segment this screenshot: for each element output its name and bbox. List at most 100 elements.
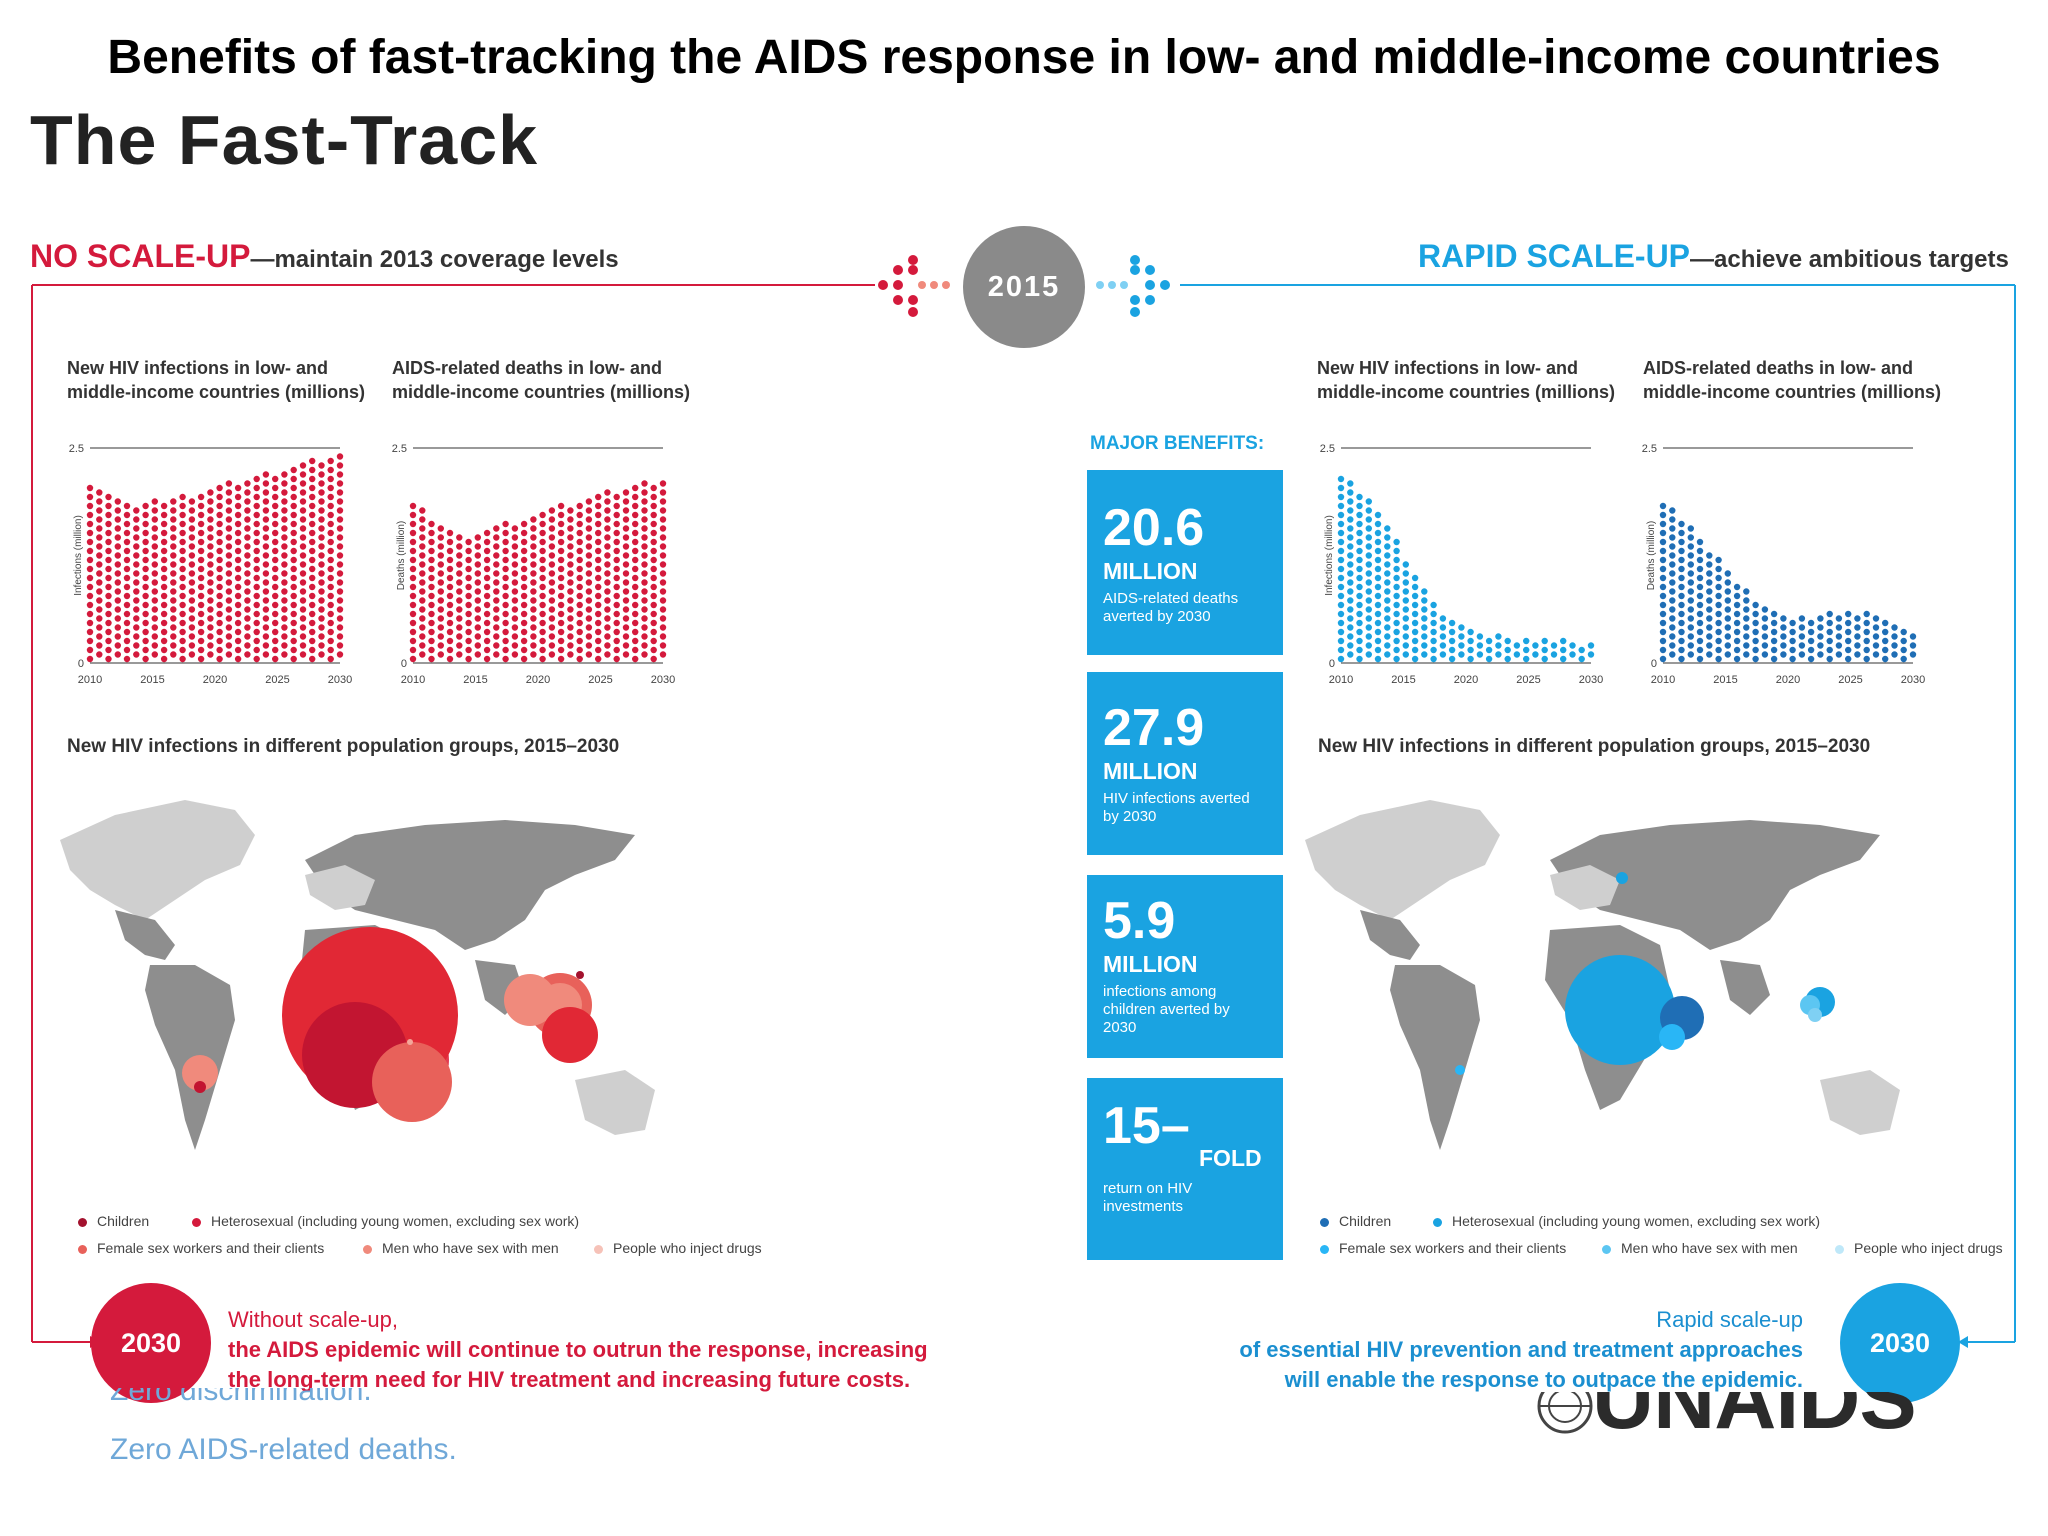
noscale-conclusion-line2: the AIDS epidemic will continue to outru… bbox=[228, 1337, 928, 1362]
y-tick-label: 2.5 bbox=[392, 443, 407, 455]
legend-pwid: People who inject drugs bbox=[1835, 1240, 2003, 1256]
benefit-description: AIDS-related deaths averted by 2030 bbox=[1103, 590, 1239, 625]
legend-label: Children bbox=[97, 1213, 150, 1229]
noscale-map-title: New HIV infections in different populati… bbox=[67, 736, 620, 757]
legend-children: Children bbox=[78, 1213, 149, 1229]
legend-label: People who inject drugs bbox=[1854, 1240, 2003, 1256]
legend-sex-workers: Female sex workers and their clients bbox=[1320, 1240, 1566, 1256]
noscale-infections-title: New HIV infections in low- and middle-in… bbox=[67, 358, 366, 402]
legend-heterosexual: Heterosexual (including young women, exc… bbox=[192, 1213, 579, 1229]
legend-dot bbox=[78, 1217, 87, 1227]
legend-label: Men who have sex with men bbox=[382, 1240, 559, 1256]
faded-slogan-2: Zero AIDS-related deaths. bbox=[110, 1433, 457, 1466]
benefit-children-averted: 5.9 MILLION infections among children av… bbox=[1087, 875, 1283, 1058]
rapid-scaleup-heading: RAPID SCALE-UP—achieve ambitious targets bbox=[1418, 238, 2009, 275]
x-tick-label: 2030 bbox=[1901, 674, 1925, 686]
noscale-conclusion-line3: the long-term need for HIV treatment and… bbox=[228, 1367, 911, 1392]
x-tick-label: 2010 bbox=[1651, 674, 1675, 686]
no-scaleup-title: NO SCALE-UP bbox=[30, 238, 251, 274]
x-tick-label: 2030 bbox=[328, 674, 352, 686]
unaids-wordmark: UNAIDS bbox=[1592, 1392, 1917, 1449]
rapid-2030-badge: 2030 bbox=[1840, 1283, 1960, 1403]
legend-heterosexual: Heterosexual (including young women, exc… bbox=[1433, 1213, 1820, 1229]
legend-label: Heterosexual (including young women, exc… bbox=[211, 1213, 580, 1229]
x-tick-label: 2020 bbox=[1776, 674, 1800, 686]
noscale-world-map bbox=[60, 800, 655, 1150]
benefit-description: HIV infections averted by 2030 bbox=[1103, 790, 1250, 825]
legend-dot bbox=[1602, 1244, 1611, 1254]
noscale-conclusion: Without scale-up, the AIDS epidemic will… bbox=[228, 1305, 928, 1395]
noscale-conclusion-line1: Without scale-up, bbox=[228, 1307, 398, 1332]
x-tick-label: 2030 bbox=[1579, 674, 1603, 686]
no-scaleup-heading: NO SCALE-UP—maintain 2013 coverage level… bbox=[30, 238, 619, 275]
x-tick-label: 2025 bbox=[1516, 674, 1540, 686]
rapid-deaths-chart: 0 2.5 2010 2015 2020 2025 2030 Deaths (million) bbox=[1642, 443, 1926, 686]
y-axis-label: Infections (million) bbox=[1324, 515, 1335, 596]
map-continents bbox=[1305, 800, 1900, 1150]
x-tick-label: 2020 bbox=[203, 674, 227, 686]
legend-msm: Men who have sex with men bbox=[363, 1240, 559, 1256]
benefit-infections-averted: 27.9 MILLION HIV infections averted by 2… bbox=[1087, 672, 1283, 855]
benefit-value: 27.9 bbox=[1103, 699, 1205, 757]
rapid-scaleup-subtitle: —achieve ambitious targets bbox=[1690, 246, 2009, 273]
x-tick-label: 2015 bbox=[1391, 674, 1415, 686]
faded-slogan-1-text: Zero discrimination. bbox=[110, 1388, 372, 1407]
x-tick-label: 2030 bbox=[651, 674, 675, 686]
x-tick-label: 2020 bbox=[1454, 674, 1478, 686]
legend-children: Children bbox=[1320, 1213, 1391, 1229]
infographic-heading: The Fast-Track bbox=[30, 101, 539, 179]
legend-dot bbox=[1320, 1244, 1329, 1254]
legend-dot bbox=[78, 1244, 87, 1254]
rapid-scaleup-title: RAPID SCALE-UP bbox=[1418, 238, 1691, 274]
noscale-2030-label: 2030 bbox=[120, 1328, 182, 1358]
legend-label: Heterosexual (including young women, exc… bbox=[1452, 1213, 1821, 1229]
legend-label: Female sex workers and their clients bbox=[97, 1240, 325, 1256]
y-tick-label: 2.5 bbox=[1642, 443, 1657, 455]
y-tick-label: 0 bbox=[401, 658, 407, 670]
benefit-deaths-averted: 20.6 MILLION AIDS-related deaths averted… bbox=[1087, 470, 1283, 655]
benefit-value: 20.6 bbox=[1103, 499, 1205, 557]
unaids-logo: UNAIDS bbox=[1530, 1392, 1950, 1462]
benefit-return-on-investment: 15– FOLD return on HIV investments bbox=[1087, 1078, 1283, 1260]
noscale-infections-chart: 0 2.5 2010 2015 2020 2025 2030 Infections (mill… bbox=[69, 443, 353, 686]
noscale-infection-bubbles bbox=[182, 927, 598, 1122]
un-emblem-icon bbox=[1537, 1392, 1593, 1434]
y-axis-label: Infections (million) bbox=[73, 515, 84, 596]
rapid-deaths-title: AIDS-related deaths in low- and middle-i… bbox=[1643, 358, 1942, 402]
legend-sex-workers: Female sex workers and their clients bbox=[78, 1240, 324, 1256]
x-tick-label: 2025 bbox=[265, 674, 289, 686]
benefit-value: 15– bbox=[1103, 1097, 1190, 1155]
y-tick-label: 2.5 bbox=[69, 443, 84, 455]
benefit-unit: FOLD bbox=[1199, 1145, 1262, 1171]
x-tick-label: 2015 bbox=[1713, 674, 1737, 686]
legend-label: Men who have sex with men bbox=[1621, 1240, 1798, 1256]
legend-pwid: People who inject drugs bbox=[594, 1240, 762, 1256]
x-tick-label: 2010 bbox=[78, 674, 102, 686]
benefit-unit: MILLION bbox=[1103, 951, 1198, 977]
x-tick-label: 2015 bbox=[463, 674, 487, 686]
legend-label: Female sex workers and their clients bbox=[1339, 1240, 1567, 1256]
legend-dot bbox=[594, 1244, 603, 1254]
faded-slogan-1: Zero discrimination. bbox=[110, 1388, 372, 1410]
y-axis-label: Deaths (million) bbox=[1646, 521, 1657, 590]
benefit-unit: MILLION bbox=[1103, 558, 1198, 584]
major-benefits-title: MAJOR BENEFITS: bbox=[1090, 433, 1265, 454]
legend-dot bbox=[192, 1217, 201, 1227]
legend-dot bbox=[1320, 1217, 1329, 1227]
benefit-value: 5.9 bbox=[1103, 892, 1176, 950]
year-2015-label: 2015 bbox=[987, 271, 1061, 303]
legend-label: Children bbox=[1339, 1213, 1392, 1229]
noscale-deaths-chart: 0 2.5 2010 2015 2020 2025 2030 Deaths (million) bbox=[392, 443, 676, 686]
benefit-unit: MILLION bbox=[1103, 758, 1198, 784]
rapid-infections-title: New HIV infections in low- and middle-in… bbox=[1317, 358, 1616, 402]
noscale-deaths-title: AIDS-related deaths in low- and middle-i… bbox=[392, 358, 691, 402]
rapid-world-map bbox=[1305, 800, 1900, 1150]
no-scaleup-subtitle: —maintain 2013 coverage levels bbox=[250, 246, 619, 273]
rapid-2030-label: 2030 bbox=[1869, 1328, 1931, 1358]
x-tick-label: 2025 bbox=[1838, 674, 1862, 686]
benefit-description: return on HIV investments bbox=[1103, 1180, 1193, 1215]
rapid-conclusion-line2: of essential HIV prevention and treatmen… bbox=[1239, 1337, 1803, 1362]
x-tick-label: 2010 bbox=[401, 674, 425, 686]
legend-dot bbox=[1835, 1244, 1844, 1254]
legend-dot bbox=[363, 1244, 372, 1254]
